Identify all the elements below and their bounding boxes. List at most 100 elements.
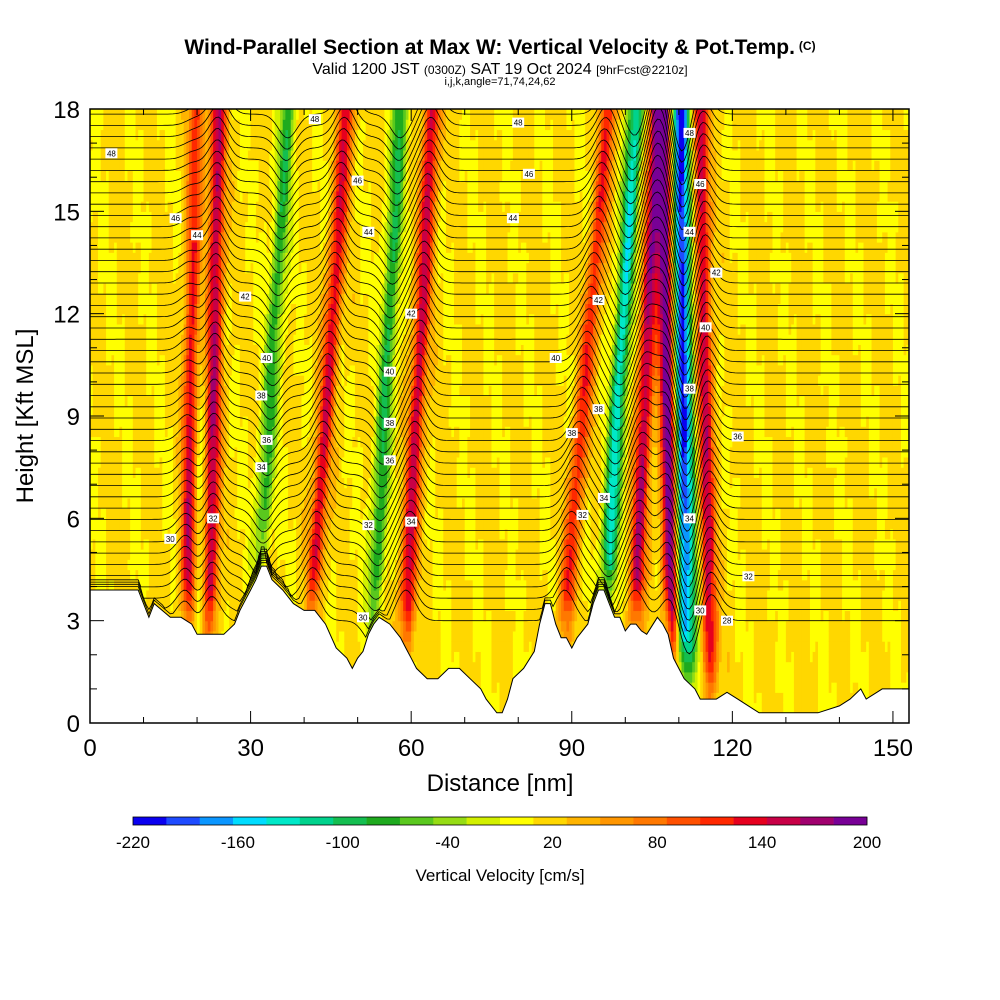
- w-cell: [92, 211, 96, 223]
- w-cell: [181, 262, 185, 274]
- w-cell: [159, 385, 163, 397]
- w-cell: [100, 426, 104, 438]
- w-cell: [146, 282, 150, 294]
- w-cell: [127, 180, 131, 192]
- w-cell: [95, 375, 99, 386]
- w-cell: [95, 282, 99, 294]
- w-cell: [103, 487, 107, 499]
- w-cell: [100, 538, 104, 550]
- w-cell: [151, 528, 155, 540]
- w-cell: [175, 139, 179, 151]
- w-cell: [92, 364, 96, 376]
- w-cell: [92, 405, 96, 417]
- w-cell: [132, 180, 137, 192]
- w-cell: [175, 180, 179, 192]
- w-cell: [124, 129, 129, 141]
- w-cell: [100, 211, 104, 223]
- w-cell: [154, 508, 158, 519]
- w-cell: [100, 508, 104, 519]
- w-cell: [135, 190, 139, 202]
- w-cell: [108, 385, 113, 397]
- w-cell: [170, 385, 174, 397]
- w-cell: [170, 579, 174, 591]
- w-cell: [108, 497, 113, 509]
- w-cell: [103, 375, 107, 386]
- w-cell: [146, 549, 150, 560]
- w-cell: [159, 446, 163, 458]
- w-cell: [98, 149, 102, 161]
- w-cell: [95, 497, 99, 509]
- w-cell: [111, 395, 115, 407]
- w-cell: [130, 395, 134, 407]
- w-cell: [132, 375, 137, 386]
- w-cell: [159, 293, 163, 305]
- w-cell: [116, 282, 121, 294]
- w-cell: [164, 323, 169, 335]
- w-cell: [111, 323, 115, 335]
- w-cell: [178, 364, 182, 376]
- w-cell: [183, 180, 187, 192]
- w-cell: [92, 170, 96, 182]
- w-cell: [122, 579, 126, 591]
- w-cell: [122, 303, 126, 315]
- w-cell: [130, 518, 134, 530]
- w-cell: [100, 467, 104, 478]
- w-cell: [114, 272, 118, 284]
- w-cell: [103, 303, 107, 315]
- w-cell: [92, 139, 96, 151]
- w-cell: [138, 508, 142, 519]
- w-cell: [92, 231, 96, 243]
- w-cell: [183, 149, 187, 161]
- w-cell: [122, 395, 126, 407]
- w-cell: [119, 323, 123, 335]
- w-cell: [156, 344, 161, 356]
- w-cell: [90, 518, 94, 530]
- w-cell: [156, 518, 161, 530]
- w-cell: [154, 231, 158, 243]
- w-cell: [146, 149, 150, 161]
- w-cell: [100, 231, 104, 243]
- w-cell: [140, 364, 145, 376]
- w-cell: [146, 589, 150, 601]
- w-cell: [103, 262, 107, 274]
- w-cell: [159, 323, 163, 335]
- w-cell: [167, 375, 171, 386]
- w-cell: [172, 354, 177, 366]
- w-cell: [111, 129, 115, 141]
- w-cell: [181, 518, 185, 530]
- w-cell: [114, 497, 118, 509]
- w-cell: [148, 375, 153, 386]
- w-cell: [119, 549, 123, 560]
- w-cell: [122, 487, 126, 499]
- w-cell: [92, 344, 96, 356]
- w-cell: [138, 344, 142, 356]
- w-cell: [103, 528, 107, 540]
- w-cell: [167, 242, 171, 253]
- w-cell: [127, 497, 131, 509]
- w-cell: [181, 508, 185, 519]
- w-cell: [132, 405, 137, 417]
- w-cell: [90, 282, 94, 294]
- w-cell: [151, 282, 155, 294]
- w-cell: [148, 211, 153, 223]
- w-cell: [186, 344, 190, 356]
- w-cell: [119, 293, 123, 305]
- w-cell: [122, 170, 126, 182]
- w-cell: [143, 129, 147, 141]
- w-cell: [122, 180, 126, 192]
- w-cell: [124, 436, 129, 448]
- w-cell: [122, 323, 126, 335]
- w-cell: [172, 262, 177, 274]
- w-cell: [122, 252, 126, 264]
- w-cell: [151, 538, 155, 550]
- w-cell: [162, 487, 166, 499]
- w-cell: [95, 477, 99, 489]
- w-cell: [167, 497, 171, 509]
- w-cell: [103, 180, 107, 192]
- w-cell: [130, 456, 134, 468]
- w-cell: [159, 231, 163, 243]
- w-cell: [175, 231, 179, 243]
- w-cell: [167, 405, 171, 417]
- w-cell: [186, 549, 190, 560]
- w-cell: [111, 344, 115, 356]
